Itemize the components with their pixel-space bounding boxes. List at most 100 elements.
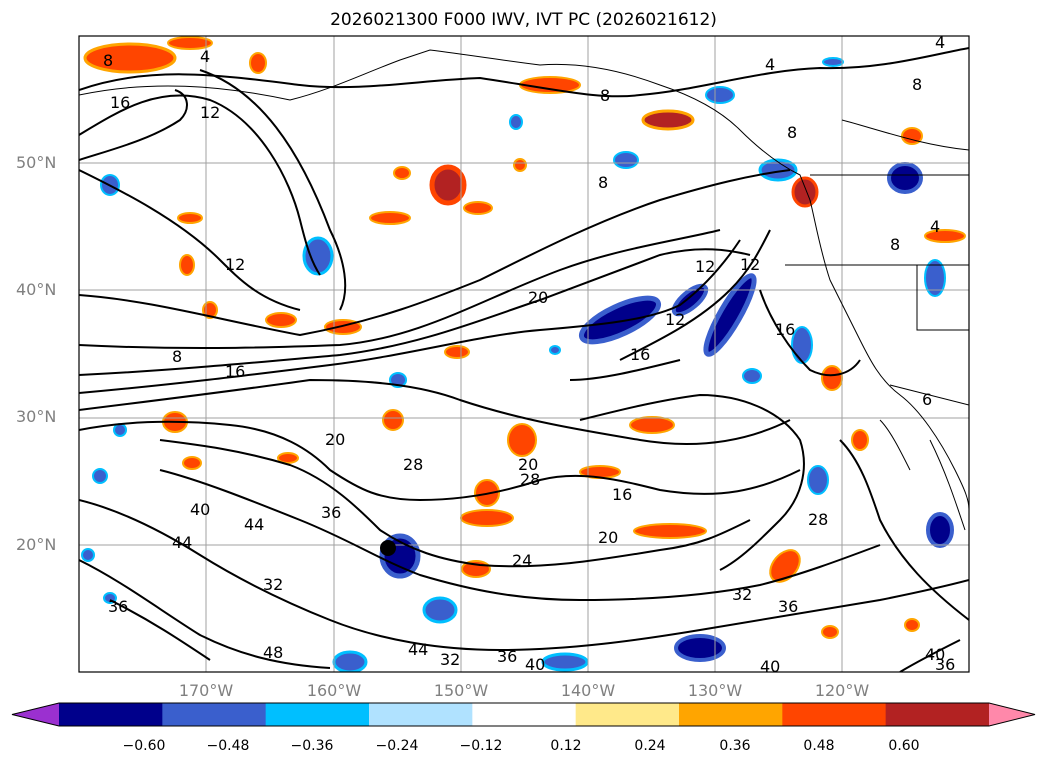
coastlines: [79, 49, 969, 531]
shade-patch: [703, 273, 757, 357]
contour-label: 20: [598, 528, 618, 547]
contour-label: 12: [225, 255, 245, 274]
shade-patch: [422, 596, 458, 624]
shade-patch: [507, 423, 537, 457]
colorbar-segment: [265, 703, 370, 726]
shade-patch: [429, 164, 467, 206]
contour-label: 24: [512, 551, 532, 570]
contour-label: 4: [935, 33, 945, 52]
contour-label: 8: [600, 86, 610, 105]
shade-patch: [887, 162, 923, 194]
contour-label: 20: [518, 455, 538, 474]
shade-patch: [177, 212, 203, 224]
contour-label: 12: [740, 255, 760, 274]
shade-patch: [901, 127, 923, 145]
map-title: 2026021300 F000 IWV, IVT PC (2026021612): [330, 10, 717, 30]
colorbar: [11, 702, 1036, 727]
contour-label: 20: [325, 430, 345, 449]
contour-label: 36: [108, 597, 128, 616]
shade-patch: [249, 52, 267, 74]
contour-label: 40: [525, 655, 545, 674]
lon-label: 140°W: [560, 681, 616, 700]
contour-label: 28: [808, 510, 828, 529]
shade-patch: [758, 158, 798, 182]
shade-patch: [549, 345, 561, 355]
shade-patch: [926, 512, 954, 548]
contour-label: 8: [103, 51, 113, 70]
shade-patch: [629, 416, 675, 434]
colorbar-tick-label: −0.48: [206, 738, 250, 754]
shade-patch: [821, 625, 839, 639]
contour-label: 12: [665, 310, 685, 329]
shade-patch: [393, 166, 411, 180]
contour-label: 16: [630, 345, 650, 364]
shade-patch: [821, 365, 843, 391]
shade-patch: [641, 109, 695, 131]
lat-label: 20°N: [16, 535, 57, 554]
lon-label: 150°W: [433, 681, 489, 700]
contour-label: 32: [440, 650, 460, 669]
shade-patch: [113, 423, 127, 437]
map-frame: [78, 35, 970, 673]
colorbar-tick-label: −0.24: [375, 738, 419, 754]
shade-patch: [179, 254, 195, 276]
shade-patch: [81, 548, 95, 562]
shade-patch: [369, 211, 411, 225]
shade-patch: [513, 158, 527, 172]
shade-patch: [924, 229, 966, 243]
shade-patch: [167, 36, 213, 50]
contour-label: 28: [520, 470, 540, 489]
colorbar-segment: [782, 703, 887, 726]
lat-label: 50°N: [16, 153, 57, 172]
contour-label: 12: [200, 103, 220, 122]
colorbar-tick-label: 0.36: [719, 738, 751, 754]
lon-label: 130°W: [687, 681, 743, 700]
lat-label: 30°N: [16, 407, 57, 426]
contour-label: 36: [321, 503, 341, 522]
contour-label: 44: [244, 515, 264, 534]
shade-patch: [671, 283, 709, 317]
shade-patch: [83, 42, 177, 74]
shade-patch: [613, 151, 639, 169]
colorbar-tick-label: 0.60: [888, 738, 920, 754]
shade-patch: [92, 468, 108, 484]
colorbar-tick-label: 0.24: [634, 738, 666, 754]
contour-label: 32: [732, 585, 752, 604]
contour-label: 44: [408, 640, 428, 659]
contour-label: 12: [695, 257, 715, 276]
shade-patch: [791, 176, 819, 208]
contour-label: 8: [890, 235, 900, 254]
contour-label: 16: [612, 485, 632, 504]
colorbar-extend-min: [12, 703, 59, 726]
colorbar-extend-max: [989, 703, 1035, 726]
contour-label: 8: [172, 347, 182, 366]
colorbar-tick-label: −0.12: [459, 738, 503, 754]
shade-patch: [382, 409, 404, 431]
colorbar-segment: [575, 703, 680, 726]
shade-patch: [277, 452, 299, 464]
colorbar-tick-label: −0.60: [122, 738, 166, 754]
contour-label: 28: [403, 455, 423, 474]
colorbar-segment: [162, 703, 267, 726]
contour-label: 36: [778, 597, 798, 616]
iwv-contours: [79, 47, 969, 672]
shade-patch: [633, 523, 707, 539]
colorbar-segment: [679, 703, 783, 726]
shade-patch: [742, 368, 762, 384]
contour-label: 16: [225, 362, 245, 381]
shade-patch: [822, 57, 844, 67]
shade-patch: [807, 465, 829, 495]
contour-label: 16: [110, 93, 130, 112]
colorbar-tick-label: 0.48: [803, 738, 835, 754]
contour-label: 40: [190, 500, 210, 519]
contour-label: 16: [775, 320, 795, 339]
shade-patch: [389, 372, 407, 388]
contour-label: 8: [912, 75, 922, 94]
shade-patch: [904, 618, 920, 632]
contour-label: 4: [765, 55, 775, 74]
contour-label: 40: [925, 645, 945, 664]
contour-label: 20: [528, 288, 548, 307]
shade-patch: [769, 549, 801, 583]
location-marker: [380, 540, 396, 556]
